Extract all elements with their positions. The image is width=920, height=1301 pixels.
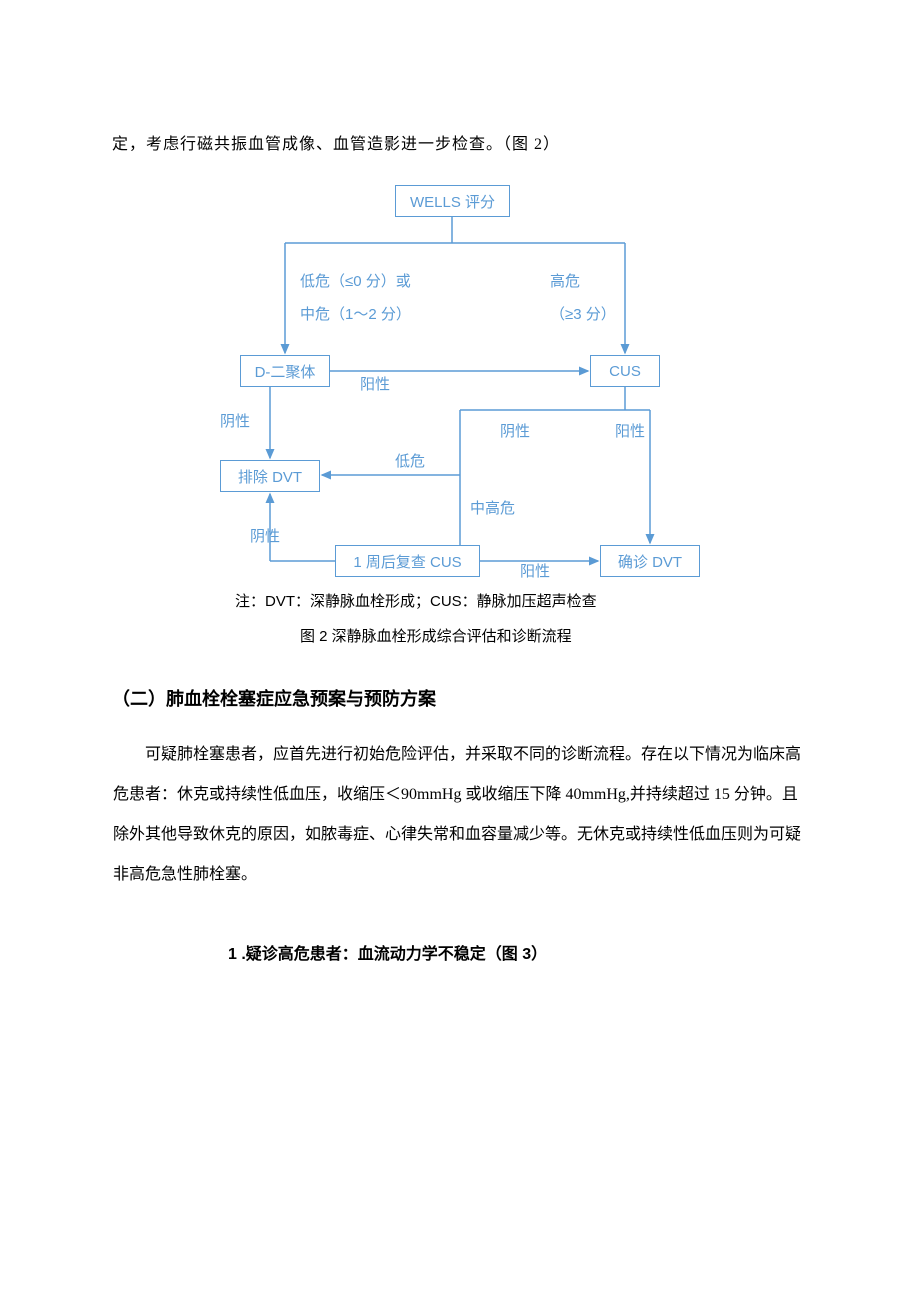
body-paragraph: 可疑肺栓塞患者，应首先进行初始危险评估，并采取不同的诊断流程。存在以下情况为临床…: [113, 735, 808, 895]
node-exclude-dvt: 排除 DVT: [220, 460, 320, 492]
node-confirm-dvt: 确诊 DVT: [600, 545, 700, 577]
label-recheck-negative: 阴性: [250, 525, 280, 546]
flowchart-figure-2: WELLS 评分 D-二聚体 CUS 排除 DVT 1 周后复查 CUS 确诊 …: [220, 185, 710, 585]
label-ddimer-negative: 阴性: [220, 410, 250, 431]
figure-2-caption: 图 2 深静脉血栓形成综合评估和诊断流程: [300, 625, 572, 646]
node-cus: CUS: [590, 355, 660, 387]
node-wells: WELLS 评分: [395, 185, 510, 217]
label-recheck-positive: 阳性: [520, 560, 550, 581]
label-cus-negative: 阴性: [500, 420, 530, 441]
intro-text: 定，考虑行磁共振血管成像、血管造影进一步检查。（图 2）: [112, 130, 560, 154]
label-cus-positive: 阳性: [615, 420, 645, 441]
label-ddimer-positive: 阳性: [360, 373, 390, 394]
node-recheck-cus: 1 周后复查 CUS: [335, 545, 480, 577]
subsection-1-heading: 1 .疑诊高危患者：血流动力学不稳定（图 3）: [228, 940, 547, 964]
label-mid-high-risk: 中高危: [470, 497, 515, 518]
figure-2-note: 注：DVT：深静脉血栓形成；CUS：静脉加压超声检查: [235, 590, 597, 611]
label-low-risk: 低危: [395, 450, 425, 471]
section-2-heading: （二）肺血栓栓塞症应急预案与预防方案: [112, 685, 436, 711]
label-low-mid-risk: 低危（≤0 分）或 中危（1～2 分）: [300, 265, 411, 331]
node-ddimer: D-二聚体: [240, 355, 330, 387]
label-high-risk: 高危 （≥3 分）: [550, 265, 616, 331]
